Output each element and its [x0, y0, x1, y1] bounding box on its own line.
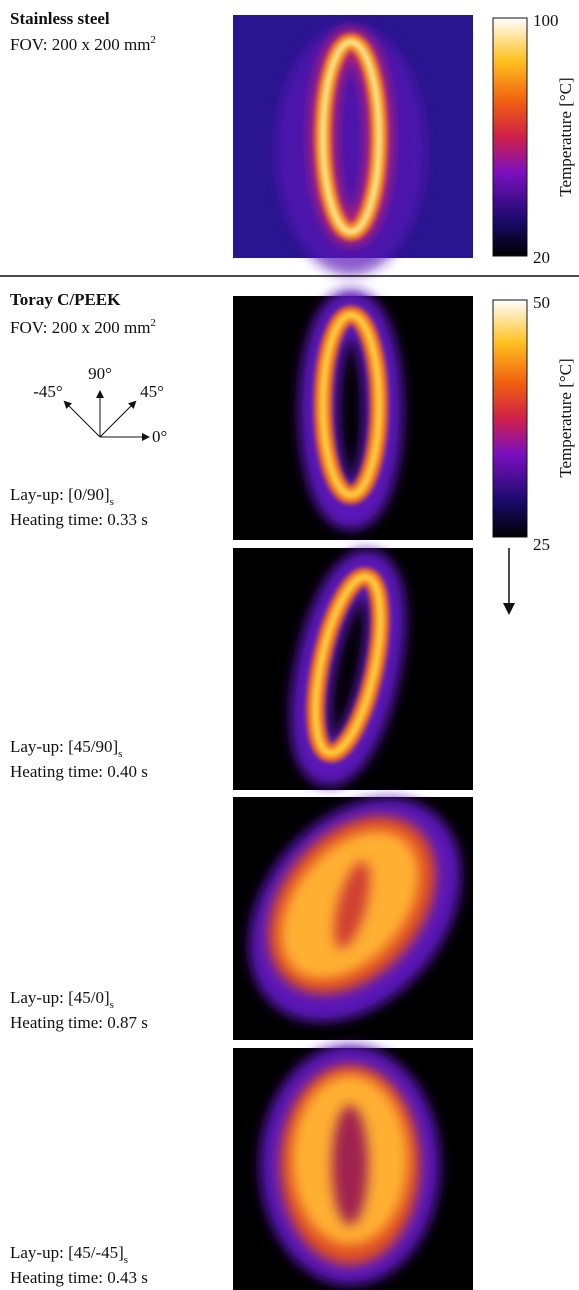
heating-time: Heating time: 0.33 s: [10, 510, 148, 529]
colorbar-min: 25: [533, 535, 550, 554]
panel-title: Stainless steel: [10, 9, 110, 28]
thermal-image: [233, 15, 473, 275]
layup-text: Lay-up: [45/-45]: [10, 1243, 124, 1262]
layup-text: Lay-up: [45/90]: [10, 737, 118, 756]
fov-text: FOV: 200 x 200 mm: [10, 35, 150, 54]
layup-text: Lay-up: [45/0]: [10, 988, 110, 1007]
thermal-image: [233, 548, 473, 790]
thermal-image: [233, 290, 473, 540]
layup: Lay-up: [45/90]s: [10, 737, 122, 760]
layup-sub: s: [110, 496, 114, 508]
colorbar-label: Temperature [°C]: [556, 358, 575, 477]
colorbar: [492, 299, 528, 538]
colorbar-max: 100: [533, 11, 559, 30]
layup: Lay-up: [45/-45]s: [10, 1243, 128, 1266]
colorbar-min: 20: [533, 248, 550, 267]
angle-label: 45°: [140, 382, 164, 401]
thermal-image: [233, 1045, 473, 1290]
layup-text: Lay-up: [0/90]: [10, 485, 110, 504]
heating-time: Heating time: 0.87 s: [10, 1013, 148, 1032]
angle-label: 0°: [152, 427, 167, 446]
fov: FOV: 200 x 200 mm2: [10, 317, 156, 337]
angle-label: 90°: [88, 364, 112, 383]
fov-sup: 2: [150, 34, 156, 46]
heating-time: Heating time: 0.40 s: [10, 762, 148, 781]
layup: Lay-up: [0/90]s: [10, 485, 114, 508]
angle-diagram: 90° -45° 45° 0°: [33, 364, 167, 446]
layup-sub: s: [118, 748, 122, 760]
layup-sub: s: [124, 1254, 128, 1266]
panel-title: Toray C/PEEK: [10, 290, 121, 309]
colorbar: [492, 17, 528, 257]
fov-text: FOV: 200 x 200 mm: [10, 318, 150, 337]
thermal-image: [233, 797, 473, 1040]
layup: Lay-up: [45/0]s: [10, 988, 114, 1011]
colorbar-max: 50: [533, 293, 550, 312]
fov-sup: 2: [150, 317, 156, 329]
fov: FOV: 200 x 200 mm2: [10, 34, 156, 54]
layup-sub: s: [110, 999, 114, 1011]
heating-time: Heating time: 0.43 s: [10, 1268, 148, 1287]
colorbar-label: Temperature [°C]: [556, 77, 575, 196]
angle-label: -45°: [33, 382, 62, 401]
